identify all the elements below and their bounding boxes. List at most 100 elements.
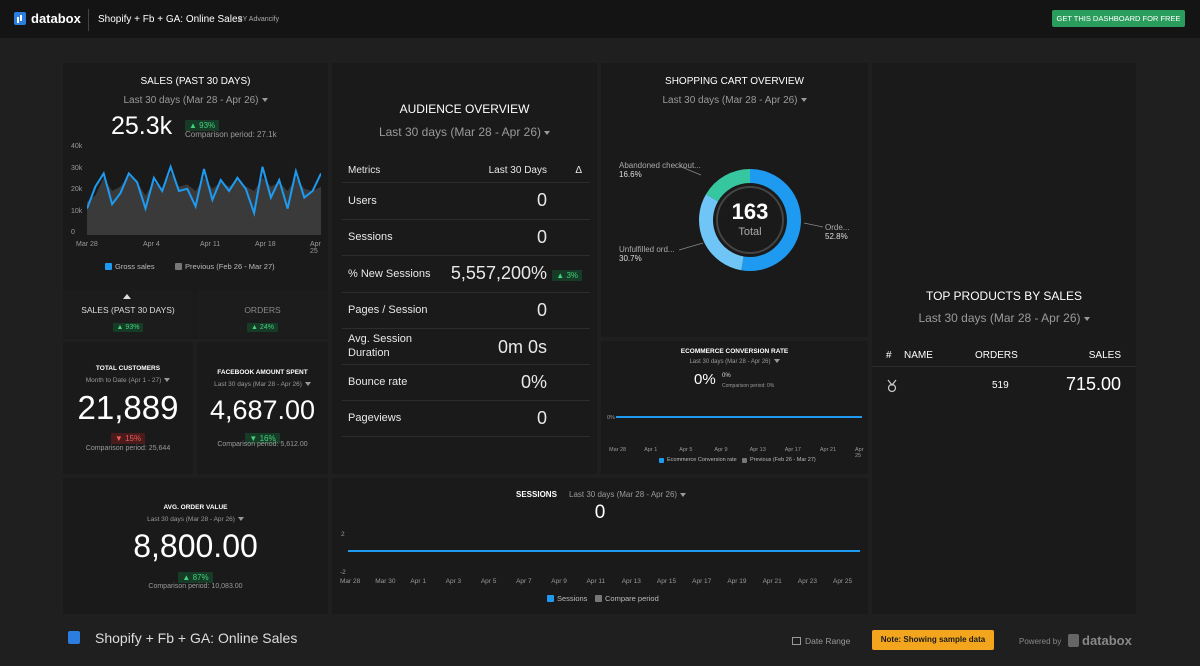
y-tick-label: 0 <box>71 229 75 236</box>
aov-title: AVG. ORDER VALUE <box>163 504 228 511</box>
databox-logo[interactable]: databox <box>14 11 81 26</box>
top-products-period-selector[interactable]: Last 30 days (Mar 28 - Apr 26) <box>872 311 1136 325</box>
x-tick-label: Apr 17 <box>784 447 801 453</box>
col-orders: ORDERS <box>975 350 1018 361</box>
metric-value: 0 <box>440 292 547 329</box>
cart-period-label: Last 30 days (Mar 28 - Apr 26) <box>662 95 798 106</box>
metric-value: 0 <box>440 219 547 256</box>
chevron-up-icon <box>123 294 131 299</box>
customers-value: 21,889 <box>77 389 179 426</box>
donut-slice[interactable] <box>705 169 751 202</box>
legend-gross-sales[interactable]: Gross sales <box>105 262 155 271</box>
table-row: Pages / Session 0 <box>342 292 590 329</box>
legend-previous[interactable]: Previous (Feb 26 - Mar 27) <box>175 262 275 271</box>
checkbox-icon <box>742 457 747 463</box>
checkbox-icon <box>659 457 664 463</box>
cart-donut-chart[interactable] <box>696 166 804 274</box>
x-tick-label: Apr 4 <box>143 241 160 248</box>
table-row[interactable]: 519 715.00 <box>872 367 1136 403</box>
aov-comparison: Comparison period: 10,083.00 <box>148 583 243 590</box>
table-row: Avg. Session Duration 0m 0s <box>342 328 590 365</box>
legend-previous[interactable]: Previous (Feb 26 - Mar 27) <box>742 457 816 463</box>
sales-line-chart[interactable] <box>87 143 321 235</box>
metric-value: 5,557,200% <box>440 255 547 293</box>
facebook-period-label: Last 30 days (Mar 28 - Apr 26) <box>214 381 302 388</box>
col-sales: SALES <box>1088 350 1121 361</box>
table-row: Sessions 0 <box>342 219 590 256</box>
aov-period-label: Last 30 days (Mar 28 - Apr 26) <box>147 516 235 523</box>
slice-label-orders: Orde... 52.8% <box>825 223 849 241</box>
get-dashboard-button[interactable]: GET THIS DASHBOARD FOR FREE <box>1052 10 1185 27</box>
tab-orders[interactable]: ORDERS ▲ 24% <box>197 290 328 338</box>
x-tick-label: Apr 1 <box>644 447 658 453</box>
x-tick-label: Apr 15 <box>656 578 677 585</box>
leader-lines <box>678 165 824 251</box>
facebook-change: ▼ 16% <box>245 433 280 444</box>
metric-delta <box>547 292 590 329</box>
x-tick-label: Apr 11 <box>200 241 221 248</box>
conversion-period-selector[interactable]: Last 30 days (Mar 28 - Apr 26) <box>601 359 868 365</box>
legend-compare[interactable]: Compare period <box>595 594 659 603</box>
aov-period-selector[interactable]: Last 30 days (Mar 28 - Apr 26) <box>63 516 328 523</box>
chevron-down-icon <box>164 378 171 383</box>
tab-sales[interactable]: SALES (PAST 30 DAYS) ▲ 93% <box>63 290 193 338</box>
x-tick-label: Apr 25 <box>310 241 321 255</box>
donut-slice[interactable] <box>699 194 744 271</box>
x-tick-label: Apr 17 <box>692 578 712 585</box>
audience-table: Metrics Last 30 Days Δ Users 0 Sessions 0% … <box>342 159 590 437</box>
date-range-label: Date Range <box>805 636 851 646</box>
date-range-button[interactable]: Date Range <box>792 636 850 646</box>
sessions-value: 0 <box>594 502 606 523</box>
x-tick-label: Mar 28 <box>609 447 627 453</box>
powered-by-logo[interactable]: databox <box>1068 633 1132 648</box>
x-tick-label: Mar 28 <box>76 241 98 248</box>
slice-pct: 52.8% <box>825 232 848 241</box>
x-tick-label: Apr 5 <box>480 578 497 585</box>
customers-period-selector[interactable]: Month to Date (Apr 1 - 27) <box>63 377 193 384</box>
sales-period-selector[interactable]: Last 30 days (Mar 28 - Apr 26) <box>63 95 328 106</box>
metric-name: Users <box>342 182 440 220</box>
tab-sales-change: ▲ 93% <box>112 323 144 332</box>
dashboard-title: Shopify + Fb + GA: Online Sales <box>98 14 243 25</box>
legend-label: Sessions <box>557 594 588 603</box>
checkbox-icon <box>175 263 182 270</box>
slice-pct: 16.6% <box>619 170 642 179</box>
metric-delta <box>547 400 590 437</box>
sample-data-note[interactable]: Note: Showing sample data <box>872 630 994 650</box>
chevron-down-icon <box>680 492 687 497</box>
legend-conversion[interactable]: Ecommerce Conversion rate <box>659 457 737 463</box>
customers-change: ▼ 15% <box>110 433 146 444</box>
footer-dashboard-title: Shopify + Fb + GA: Online Sales <box>95 630 298 646</box>
sessions-panel: SESSIONS Last 30 days (Mar 28 - Apr 26) … <box>332 478 868 614</box>
x-tick-label: Apr 21 <box>819 447 837 453</box>
table-header-row: Metrics Last 30 Days Δ <box>342 159 590 183</box>
sessions-period-label: Last 30 days (Mar 28 - Apr 26) <box>569 490 678 499</box>
top-bar: databox Shopify + Fb + GA: Online Sales … <box>0 0 1200 38</box>
audience-period-selector[interactable]: Last 30 days (Mar 28 - Apr 26) <box>332 125 597 139</box>
metric-name: Pageviews <box>342 400 440 437</box>
sessions-y-tick-top: 2 <box>341 531 345 538</box>
table-row: Pageviews 0 <box>342 400 590 437</box>
sessions-period-selector[interactable]: Last 30 days (Mar 28 - Apr 26) <box>569 490 687 499</box>
sales-change: ▲ 93% <box>185 120 220 131</box>
databox-logo-icon <box>14 12 26 25</box>
chevron-down-icon <box>237 517 244 522</box>
y-tick-label: 20k <box>71 186 83 193</box>
slice-pct: 30.7% <box>619 254 642 263</box>
sales-comparison: Comparison period: 27.1k <box>185 130 277 139</box>
legend-sessions[interactable]: Sessions <box>547 594 587 603</box>
col-rank: # <box>886 350 892 361</box>
facebook-period-selector[interactable]: Last 30 days (Mar 28 - Apr 26) <box>197 381 328 388</box>
donut-slice[interactable] <box>741 169 801 271</box>
facebook-title: FACEBOOK AMOUNT SPENT <box>217 369 308 376</box>
x-tick-label: Apr 18 <box>255 241 276 248</box>
metric-name: % New Sessions <box>342 255 440 293</box>
author-byline: BY Advancify <box>238 16 280 23</box>
aov-value: 8,800.00 <box>133 528 258 564</box>
x-tick-label: Apr 13 <box>749 447 766 453</box>
sales-change-badge: ▲ 93% <box>185 115 220 133</box>
conversion-panel: ECOMMERCE CONVERSION RATE Last 30 days (… <box>601 341 868 474</box>
x-tick-label: Apr 7 <box>516 578 532 585</box>
chevron-down-icon <box>800 98 807 103</box>
cart-period-selector[interactable]: Last 30 days (Mar 28 - Apr 26) <box>601 95 868 106</box>
